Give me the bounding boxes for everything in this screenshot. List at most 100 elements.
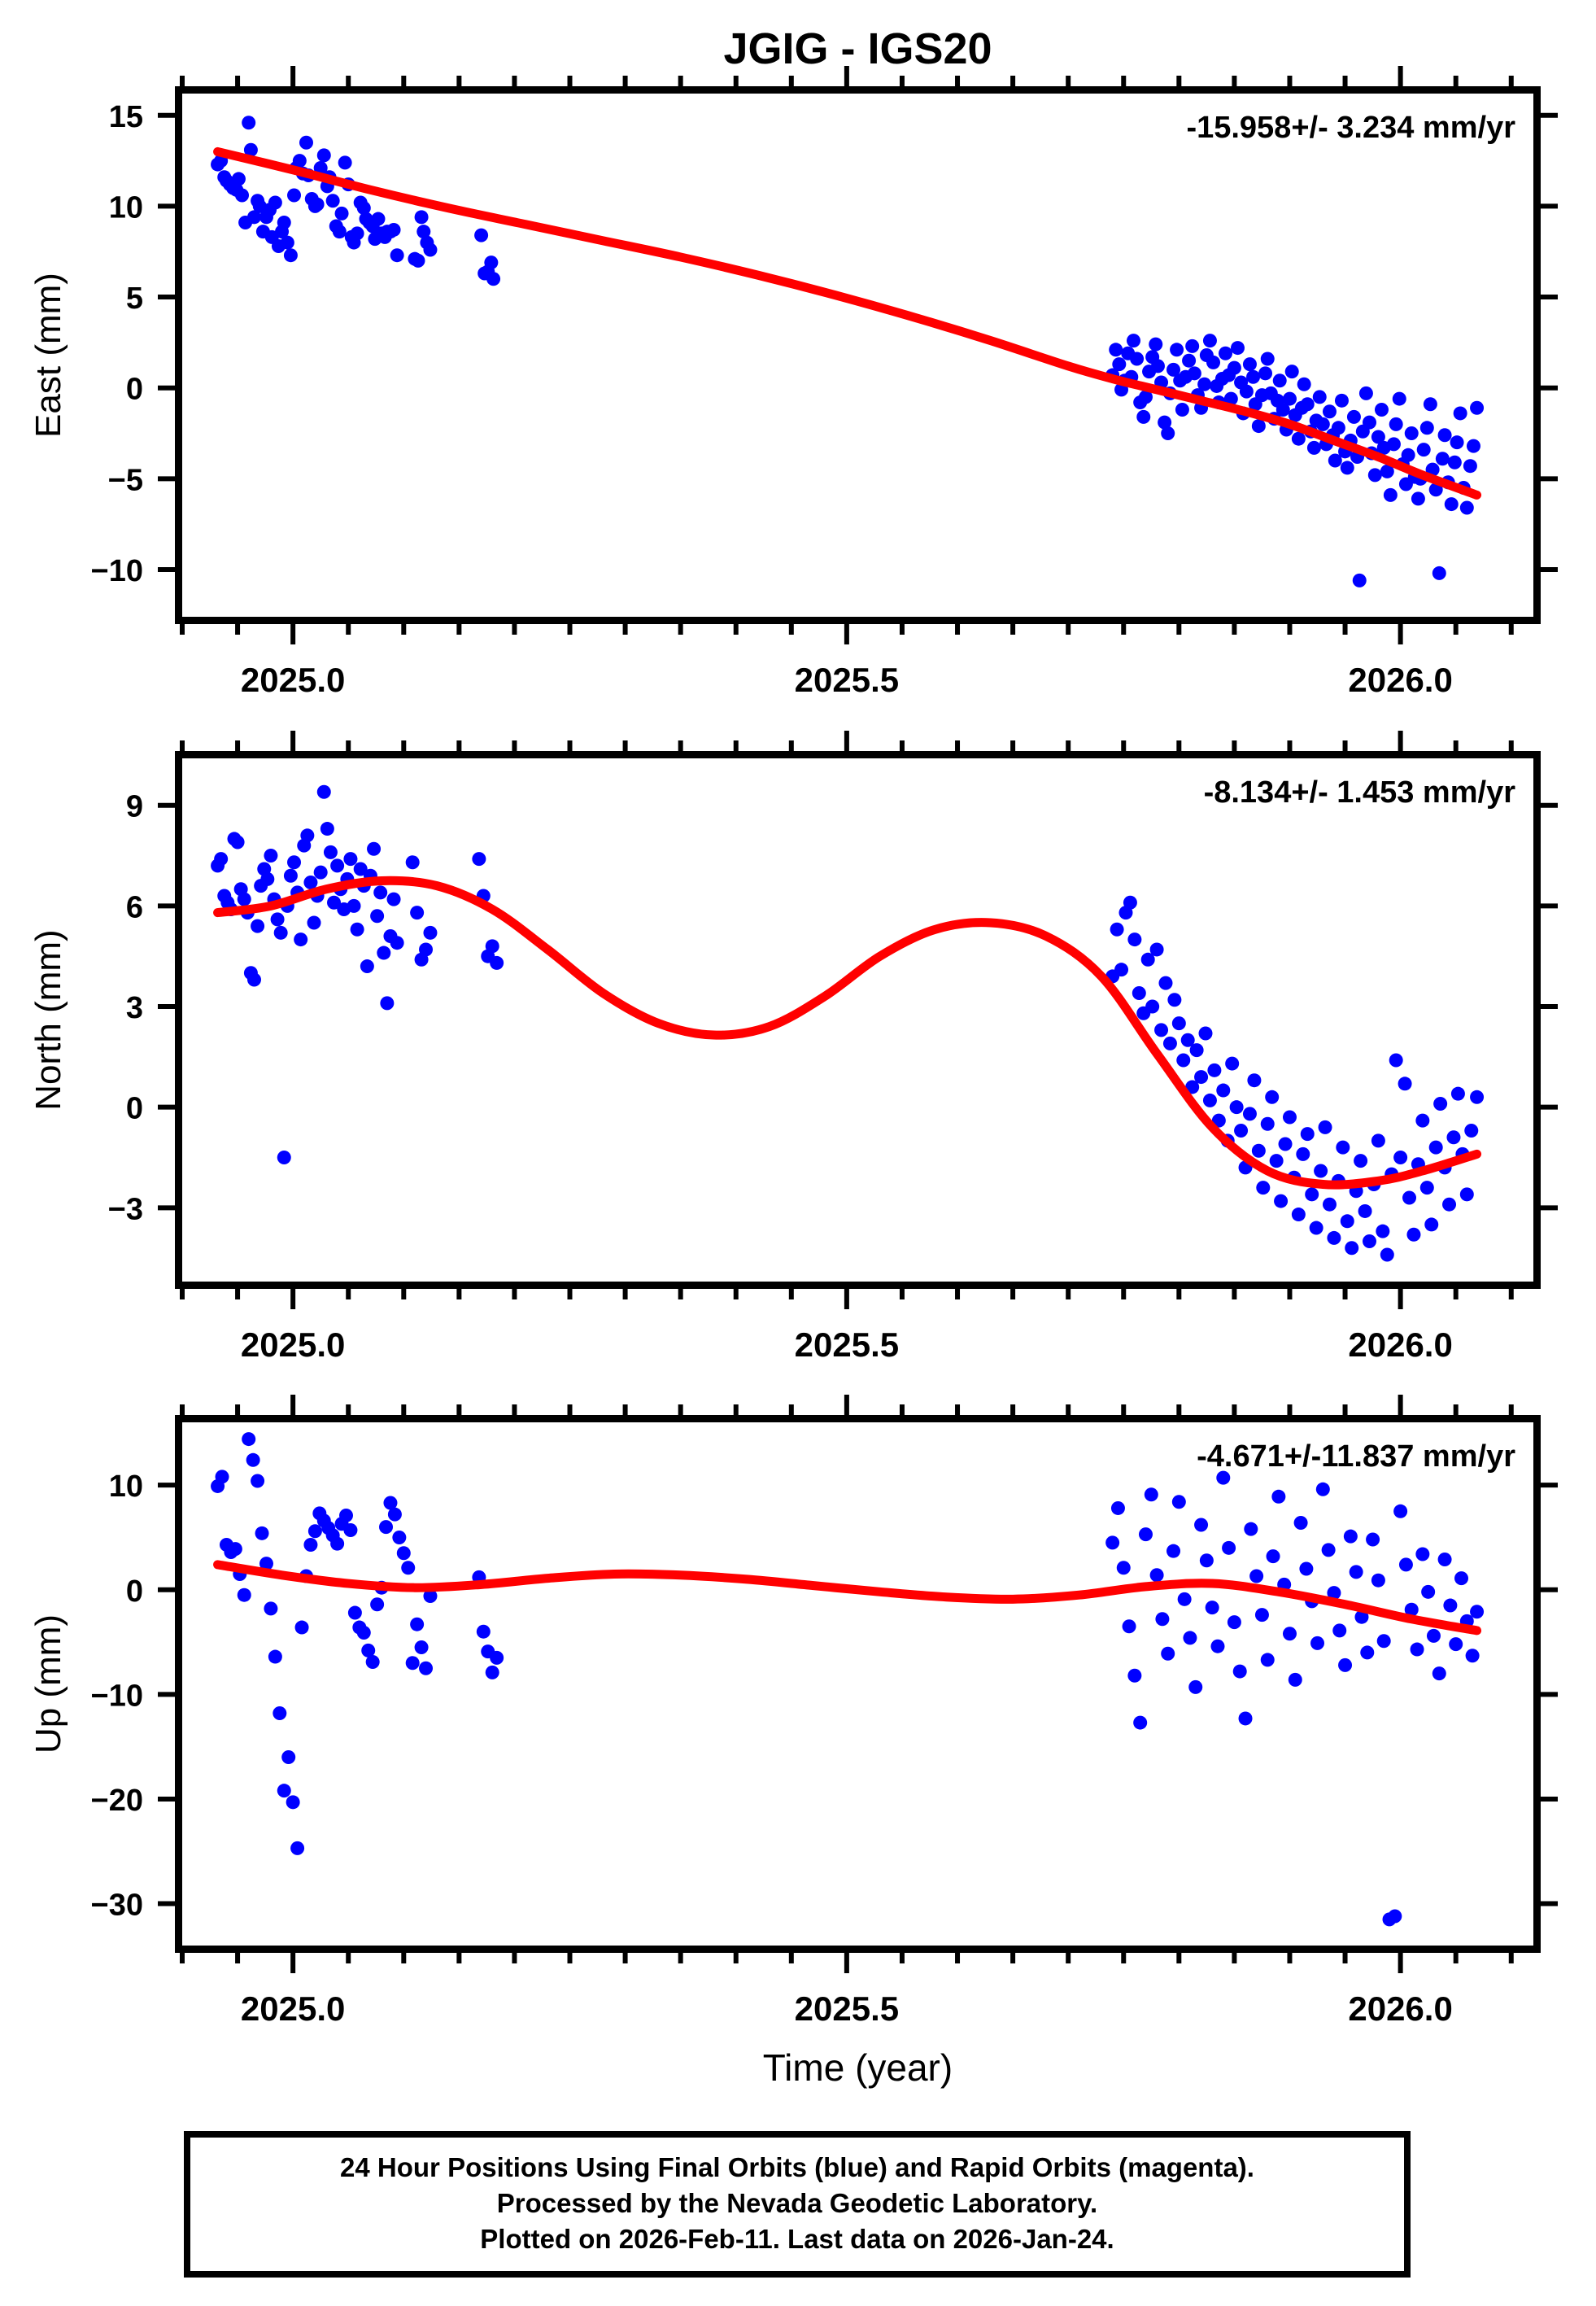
trend-line-north <box>213 876 1482 1190</box>
data-point <box>1331 421 1345 435</box>
data-point <box>1459 500 1474 515</box>
data-point <box>1206 355 1221 369</box>
data-point <box>1309 1221 1323 1235</box>
data-point <box>1167 993 1182 1007</box>
data-point <box>484 255 499 270</box>
data-point <box>1127 1668 1142 1683</box>
data-point <box>1145 999 1160 1014</box>
panel-content-east <box>211 116 1485 587</box>
data-point <box>299 135 313 150</box>
data-point <box>334 206 349 221</box>
y-tick-label: −20 <box>91 1784 143 1818</box>
data-point <box>283 868 298 883</box>
data-point <box>1428 483 1443 497</box>
data-point <box>1249 1569 1264 1583</box>
data-point <box>1421 1584 1436 1599</box>
data-point <box>316 784 331 799</box>
data-point <box>1340 461 1354 475</box>
data-point <box>1266 1549 1280 1564</box>
data-point <box>270 912 285 927</box>
data-point <box>410 906 425 920</box>
data-point <box>1392 391 1406 406</box>
data-point <box>1188 1679 1203 1694</box>
data-point <box>1109 343 1123 357</box>
data-point <box>1321 1543 1336 1557</box>
data-point <box>339 1508 353 1522</box>
data-point <box>1274 1194 1289 1208</box>
data-point <box>1238 1711 1253 1726</box>
data-point <box>1130 352 1145 366</box>
data-point <box>1442 1197 1457 1212</box>
data-point <box>1189 1043 1204 1058</box>
data-point <box>1144 1487 1158 1502</box>
data-point <box>1300 1127 1315 1142</box>
data-point <box>1199 1553 1214 1568</box>
data-point <box>1401 448 1415 462</box>
data-point <box>286 1795 300 1810</box>
data-point <box>1428 1140 1443 1155</box>
y-tick-label: 6 <box>126 890 143 924</box>
data-point <box>1127 334 1141 348</box>
data-point <box>1300 397 1315 412</box>
data-point <box>1389 1053 1403 1068</box>
data-point <box>1393 1504 1408 1518</box>
data-point <box>1363 415 1376 430</box>
data-point <box>1318 1120 1332 1134</box>
data-point <box>1136 409 1151 424</box>
data-point <box>307 1524 322 1539</box>
data-point <box>259 1557 273 1571</box>
data-point <box>1367 468 1382 483</box>
data-point <box>371 212 386 226</box>
data-point <box>1227 360 1241 375</box>
data-point <box>1166 362 1181 377</box>
data-point <box>1416 443 1431 457</box>
data-point <box>290 1841 305 1855</box>
data-point <box>1210 1639 1225 1653</box>
data-point <box>1288 1672 1302 1687</box>
data-point <box>416 225 431 239</box>
rate-annotation-up: -4.671+/-11.837 mm/yr <box>1197 1439 1515 1474</box>
data-point <box>490 1650 504 1665</box>
data-point <box>1463 459 1477 474</box>
data-point <box>1354 1609 1369 1624</box>
data-point <box>1123 895 1137 910</box>
data-point <box>1194 1518 1209 1532</box>
data-point <box>1116 1561 1131 1575</box>
data-point <box>343 1522 358 1537</box>
data-point <box>1388 1909 1402 1924</box>
data-point <box>370 1597 385 1612</box>
data-point <box>414 1640 429 1654</box>
data-point <box>313 865 328 880</box>
data-point <box>1291 1208 1306 1222</box>
y-tick-label: 5 <box>126 282 143 316</box>
data-point <box>1149 1568 1164 1583</box>
data-point <box>1246 369 1261 384</box>
data-point <box>1265 1090 1280 1104</box>
data-point <box>1155 1612 1170 1627</box>
data-point <box>370 909 385 924</box>
data-point <box>1332 1623 1347 1638</box>
data-point <box>247 972 261 987</box>
data-point <box>1205 1601 1219 1615</box>
data-point <box>1386 437 1401 452</box>
data-point <box>485 939 499 954</box>
caption-box <box>184 2131 1411 2278</box>
data-point <box>1322 1197 1337 1212</box>
x-tick-label: 2025.5 <box>795 1326 899 1364</box>
data-point <box>1322 404 1337 419</box>
data-point <box>390 936 404 950</box>
data-point <box>243 142 258 157</box>
data-point <box>1376 1634 1391 1649</box>
data-point <box>292 154 307 168</box>
data-point <box>1216 1083 1231 1098</box>
data-point <box>1410 1642 1424 1657</box>
data-point <box>1198 1026 1213 1041</box>
data-point <box>1132 986 1146 1001</box>
data-point <box>1272 373 1287 388</box>
data-point <box>323 845 338 859</box>
data-point <box>1360 1645 1375 1660</box>
data-point <box>423 1588 438 1603</box>
data-point <box>338 155 352 170</box>
